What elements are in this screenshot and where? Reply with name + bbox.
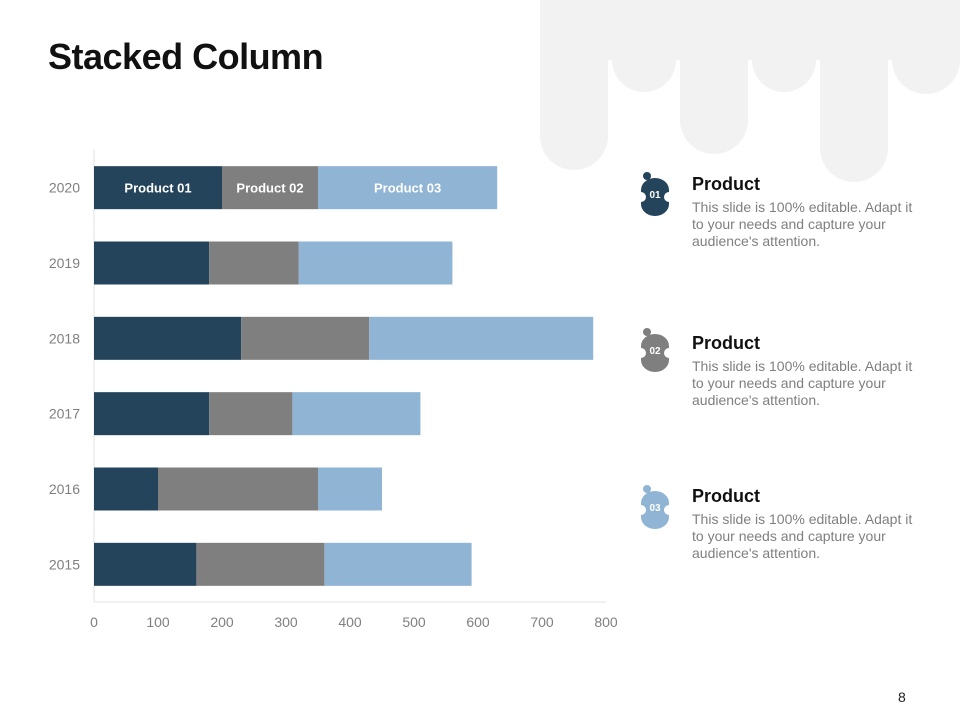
- bar-segment-2019-product-01: [94, 241, 210, 285]
- bar-segment-2016-product-03: [318, 467, 382, 511]
- bar-segment-2020-product-03: [318, 166, 498, 210]
- x-tick-label: 300: [274, 614, 298, 630]
- y-tick-label: 2019: [49, 255, 80, 271]
- y-tick-label: 2017: [49, 406, 80, 422]
- x-tick-label: 700: [530, 614, 554, 630]
- product-badge-02: 02: [636, 328, 674, 374]
- badge-number: 02: [649, 346, 661, 357]
- badge-number: 03: [649, 503, 661, 514]
- product-heading: Product: [692, 333, 761, 353]
- legend-label-product-01: Product 01: [124, 181, 191, 196]
- badge-shape-icon: [636, 334, 674, 372]
- bar-segment-2018-product-02: [241, 316, 370, 360]
- x-tick-label: 500: [402, 614, 426, 630]
- product-heading: Product: [692, 174, 761, 194]
- bar-segment-2019-product-02: [209, 241, 299, 285]
- x-tick-label: 0: [90, 614, 98, 630]
- product-info-03: Product This slide is 100% editable. Adap…: [692, 486, 942, 562]
- bar-segment-2016-product-01: [94, 467, 158, 511]
- badge-dot-icon: [643, 485, 651, 493]
- x-tick-label: 600: [466, 614, 490, 630]
- product-info-02: Product This slide is 100% editable. Adap…: [692, 333, 942, 409]
- badge-dot-icon: [643, 328, 651, 336]
- bar-segment-2020-product-01: [94, 166, 222, 210]
- product-description: This slide is 100% editable. Adapt it to…: [692, 199, 913, 249]
- bar-segment-2015-product-03: [324, 542, 472, 586]
- product-heading: Product: [692, 486, 761, 506]
- y-tick-label: 2020: [49, 180, 80, 196]
- legend-label-product-03: Product 03: [374, 181, 441, 196]
- x-tick-label: 400: [338, 614, 362, 630]
- bar-segment-2018-product-03: [369, 316, 594, 360]
- x-tick-label: 800: [594, 614, 618, 630]
- y-tick-label: 2016: [49, 481, 80, 497]
- x-tick-label: 100: [146, 614, 170, 630]
- bar-segment-2017-product-02: [209, 392, 293, 436]
- badge-shape-icon: [636, 491, 674, 529]
- bar-segment-2017-product-01: [94, 392, 210, 436]
- x-tick-label: 200: [210, 614, 234, 630]
- product-description: This slide is 100% editable. Adapt it to…: [692, 358, 913, 408]
- product-info-01: Product This slide is 100% editable. Adap…: [692, 174, 942, 250]
- y-tick-label: 2015: [49, 556, 80, 572]
- legend-label-product-02: Product 02: [236, 181, 303, 196]
- product-description: This slide is 100% editable. Adapt it to…: [692, 511, 913, 561]
- bar-segment-2015-product-01: [94, 542, 197, 586]
- y-tick-label: 2018: [49, 330, 80, 346]
- bar-segment-2020-product-02: [222, 166, 318, 210]
- badge-number: 01: [649, 190, 661, 201]
- bar-segment-2016-product-02: [158, 467, 318, 511]
- bar-segment-2015-product-02: [196, 542, 325, 586]
- bar-segment-2019-product-03: [298, 241, 453, 285]
- badge-dot-icon: [643, 172, 651, 180]
- bar-segment-2018-product-01: [94, 316, 242, 360]
- page-number: 8: [898, 689, 906, 705]
- bar-segment-2017-product-03: [292, 392, 421, 436]
- product-badge-01: 01: [636, 172, 674, 218]
- slide-title: Stacked Column: [48, 36, 324, 77]
- badge-shape-icon: [636, 178, 674, 216]
- product-badge-03: 03: [636, 485, 674, 531]
